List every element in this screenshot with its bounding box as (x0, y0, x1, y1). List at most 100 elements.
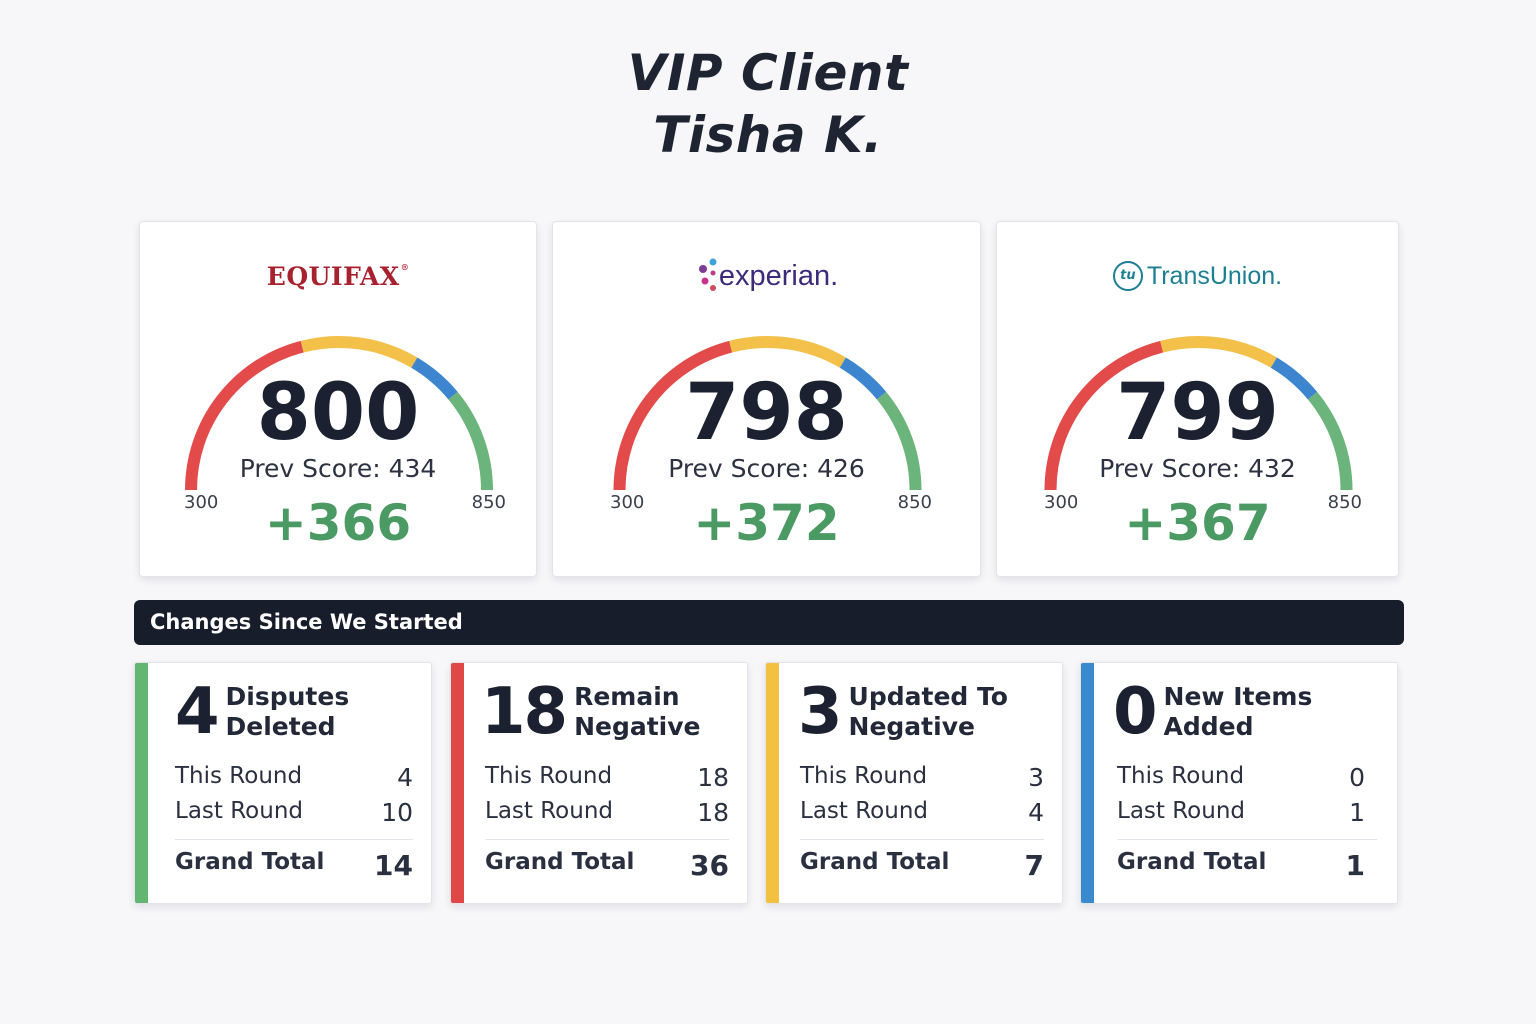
row-label: Last Round (175, 798, 303, 824)
last-round-row: Last Round 18 (485, 798, 729, 827)
last-round-row: Last Round 1 (1117, 798, 1365, 827)
row-value: 4 (1028, 798, 1044, 827)
divider (175, 839, 413, 840)
gauge-red-segment (1044, 340, 1164, 491)
equifax-score-gauge (185, 336, 493, 491)
row-value: 36 (690, 849, 729, 882)
gauge-blue-segment (411, 357, 458, 400)
grand-total-row: Grand Total 1 (1117, 849, 1365, 882)
this-round-row: This Round 3 (800, 763, 1044, 792)
stat-title-line1: Updated To (848, 682, 1008, 711)
row-value: 0 (1349, 763, 1365, 792)
gauge-red-segment (613, 340, 733, 491)
stat-title-line2: Added (1163, 712, 1254, 741)
experian-score-card: experian. 798 Prev Score: 426 300 850 +3… (552, 221, 981, 577)
transunion-mark-icon: tu (1112, 261, 1143, 291)
experian-previous-score: Prev Score: 426 (668, 454, 865, 483)
stat-count: 4 (175, 675, 220, 749)
client-tier-title: VIP Client (627, 44, 909, 102)
row-value: 3 (1028, 763, 1044, 792)
transunion-score-gauge (1044, 336, 1353, 491)
row-label: Last Round (800, 798, 928, 824)
row-label: This Round (485, 763, 613, 789)
gauge-max-label: 850 (1327, 492, 1362, 513)
divider (485, 839, 729, 840)
row-label: Grand Total (800, 849, 950, 875)
updated-to-negative-card: 3 Updated To Negative This Round 3 Last R… (765, 662, 1063, 904)
this-round-row: This Round 4 (175, 763, 413, 792)
row-value: 18 (697, 798, 729, 827)
stat-title-line2: Negative (574, 712, 701, 741)
row-value: 1 (1345, 849, 1365, 882)
card-accent-bar (1081, 663, 1094, 903)
gauge-min-label: 300 (610, 492, 645, 513)
gauge-green-segment (448, 391, 493, 491)
stat-title: New Items Added (1164, 682, 1313, 742)
new-items-added-card: 0 New Items Added This Round 0 Last Round… (1080, 662, 1398, 904)
stat-title-line1: New Items (1163, 682, 1313, 711)
equifax-previous-score: Prev Score: 434 (239, 454, 437, 483)
last-round-row: Last Round 4 (800, 798, 1044, 827)
experian-current-score: 798 (685, 368, 848, 458)
grand-total-row: Grand Total 14 (175, 849, 413, 882)
stat-title: Updated To Negative (849, 682, 1008, 742)
transunion-wordmark: TransUnion. (1146, 261, 1283, 290)
gauge-max-label: 850 (471, 492, 506, 513)
transunion-current-score: 799 (1116, 368, 1279, 458)
stat-count: 3 (798, 675, 843, 749)
equifax-logo: EQUIFAX ® (140, 256, 536, 296)
divider (1117, 839, 1377, 840)
stat-count: 18 (481, 675, 568, 749)
gauge-green-segment (1307, 391, 1353, 491)
row-label: This Round (800, 763, 928, 789)
row-value: 1 (1349, 798, 1365, 827)
stat-title: Disputes Deleted (226, 682, 350, 742)
gauge-yellow-segment (300, 336, 418, 368)
row-label: Grand Total (485, 849, 635, 875)
changes-section-banner: Changes Since We Started (134, 600, 1404, 645)
stat-title: Remain Negative (574, 682, 700, 742)
gauge-min-label: 300 (1044, 492, 1079, 513)
last-round-row: Last Round 10 (175, 798, 413, 827)
stat-title-line1: Disputes (225, 682, 350, 711)
equifax-current-score: 800 (256, 368, 420, 458)
gauge-blue-segment (839, 357, 887, 400)
this-round-row: This Round 18 (485, 763, 729, 792)
gauge-yellow-segment (1160, 336, 1277, 368)
row-label: Grand Total (175, 849, 325, 875)
row-value: 14 (374, 849, 413, 882)
gauge-yellow-segment (729, 336, 846, 368)
card-accent-bar (766, 663, 779, 903)
transunion-logo: tu TransUnion. (997, 256, 1398, 296)
gauge-red-segment (185, 340, 304, 491)
experian-logo: experian. (553, 256, 980, 296)
grand-total-row: Grand Total 36 (485, 849, 729, 882)
this-round-row: This Round 0 (1117, 763, 1365, 792)
gauge-max-label: 850 (897, 492, 932, 513)
experian-score-gauge (613, 336, 922, 491)
row-label: This Round (175, 763, 303, 789)
card-accent-bar (135, 663, 148, 903)
row-label: Grand Total (1117, 849, 1267, 875)
equifax-score-card: EQUIFAX ® 800 Prev Score: 434 300 850 +36… (139, 221, 537, 577)
remain-negative-card: 18 Remain Negative This Round 18 Last Rou… (450, 662, 748, 904)
experian-score-change: +372 (693, 494, 840, 552)
experian-wordmark: experian. (718, 259, 839, 292)
registered-mark-icon: ® (400, 261, 410, 272)
row-value: 10 (381, 798, 413, 827)
stat-title-line2: Negative (848, 712, 975, 741)
equifax-wordmark: EQUIFAX (266, 261, 400, 291)
row-value: 4 (397, 763, 413, 792)
transunion-score-card: tu TransUnion. 799 Prev Score: 432 300 8… (996, 221, 1399, 577)
experian-dots-icon (698, 258, 717, 291)
row-value: 7 (1024, 849, 1044, 882)
gauge-green-segment (876, 391, 922, 491)
stat-title-line2: Deleted (225, 712, 336, 741)
gauge-min-label: 300 (184, 492, 219, 513)
disputes-deleted-card: 4 Disputes Deleted This Round 4 Last Roun… (134, 662, 432, 904)
row-value: 18 (697, 763, 729, 792)
transunion-previous-score: Prev Score: 432 (1099, 454, 1296, 483)
client-name: Tisha K. (653, 106, 883, 164)
card-accent-bar (451, 663, 464, 903)
row-label: This Round (1117, 763, 1245, 789)
